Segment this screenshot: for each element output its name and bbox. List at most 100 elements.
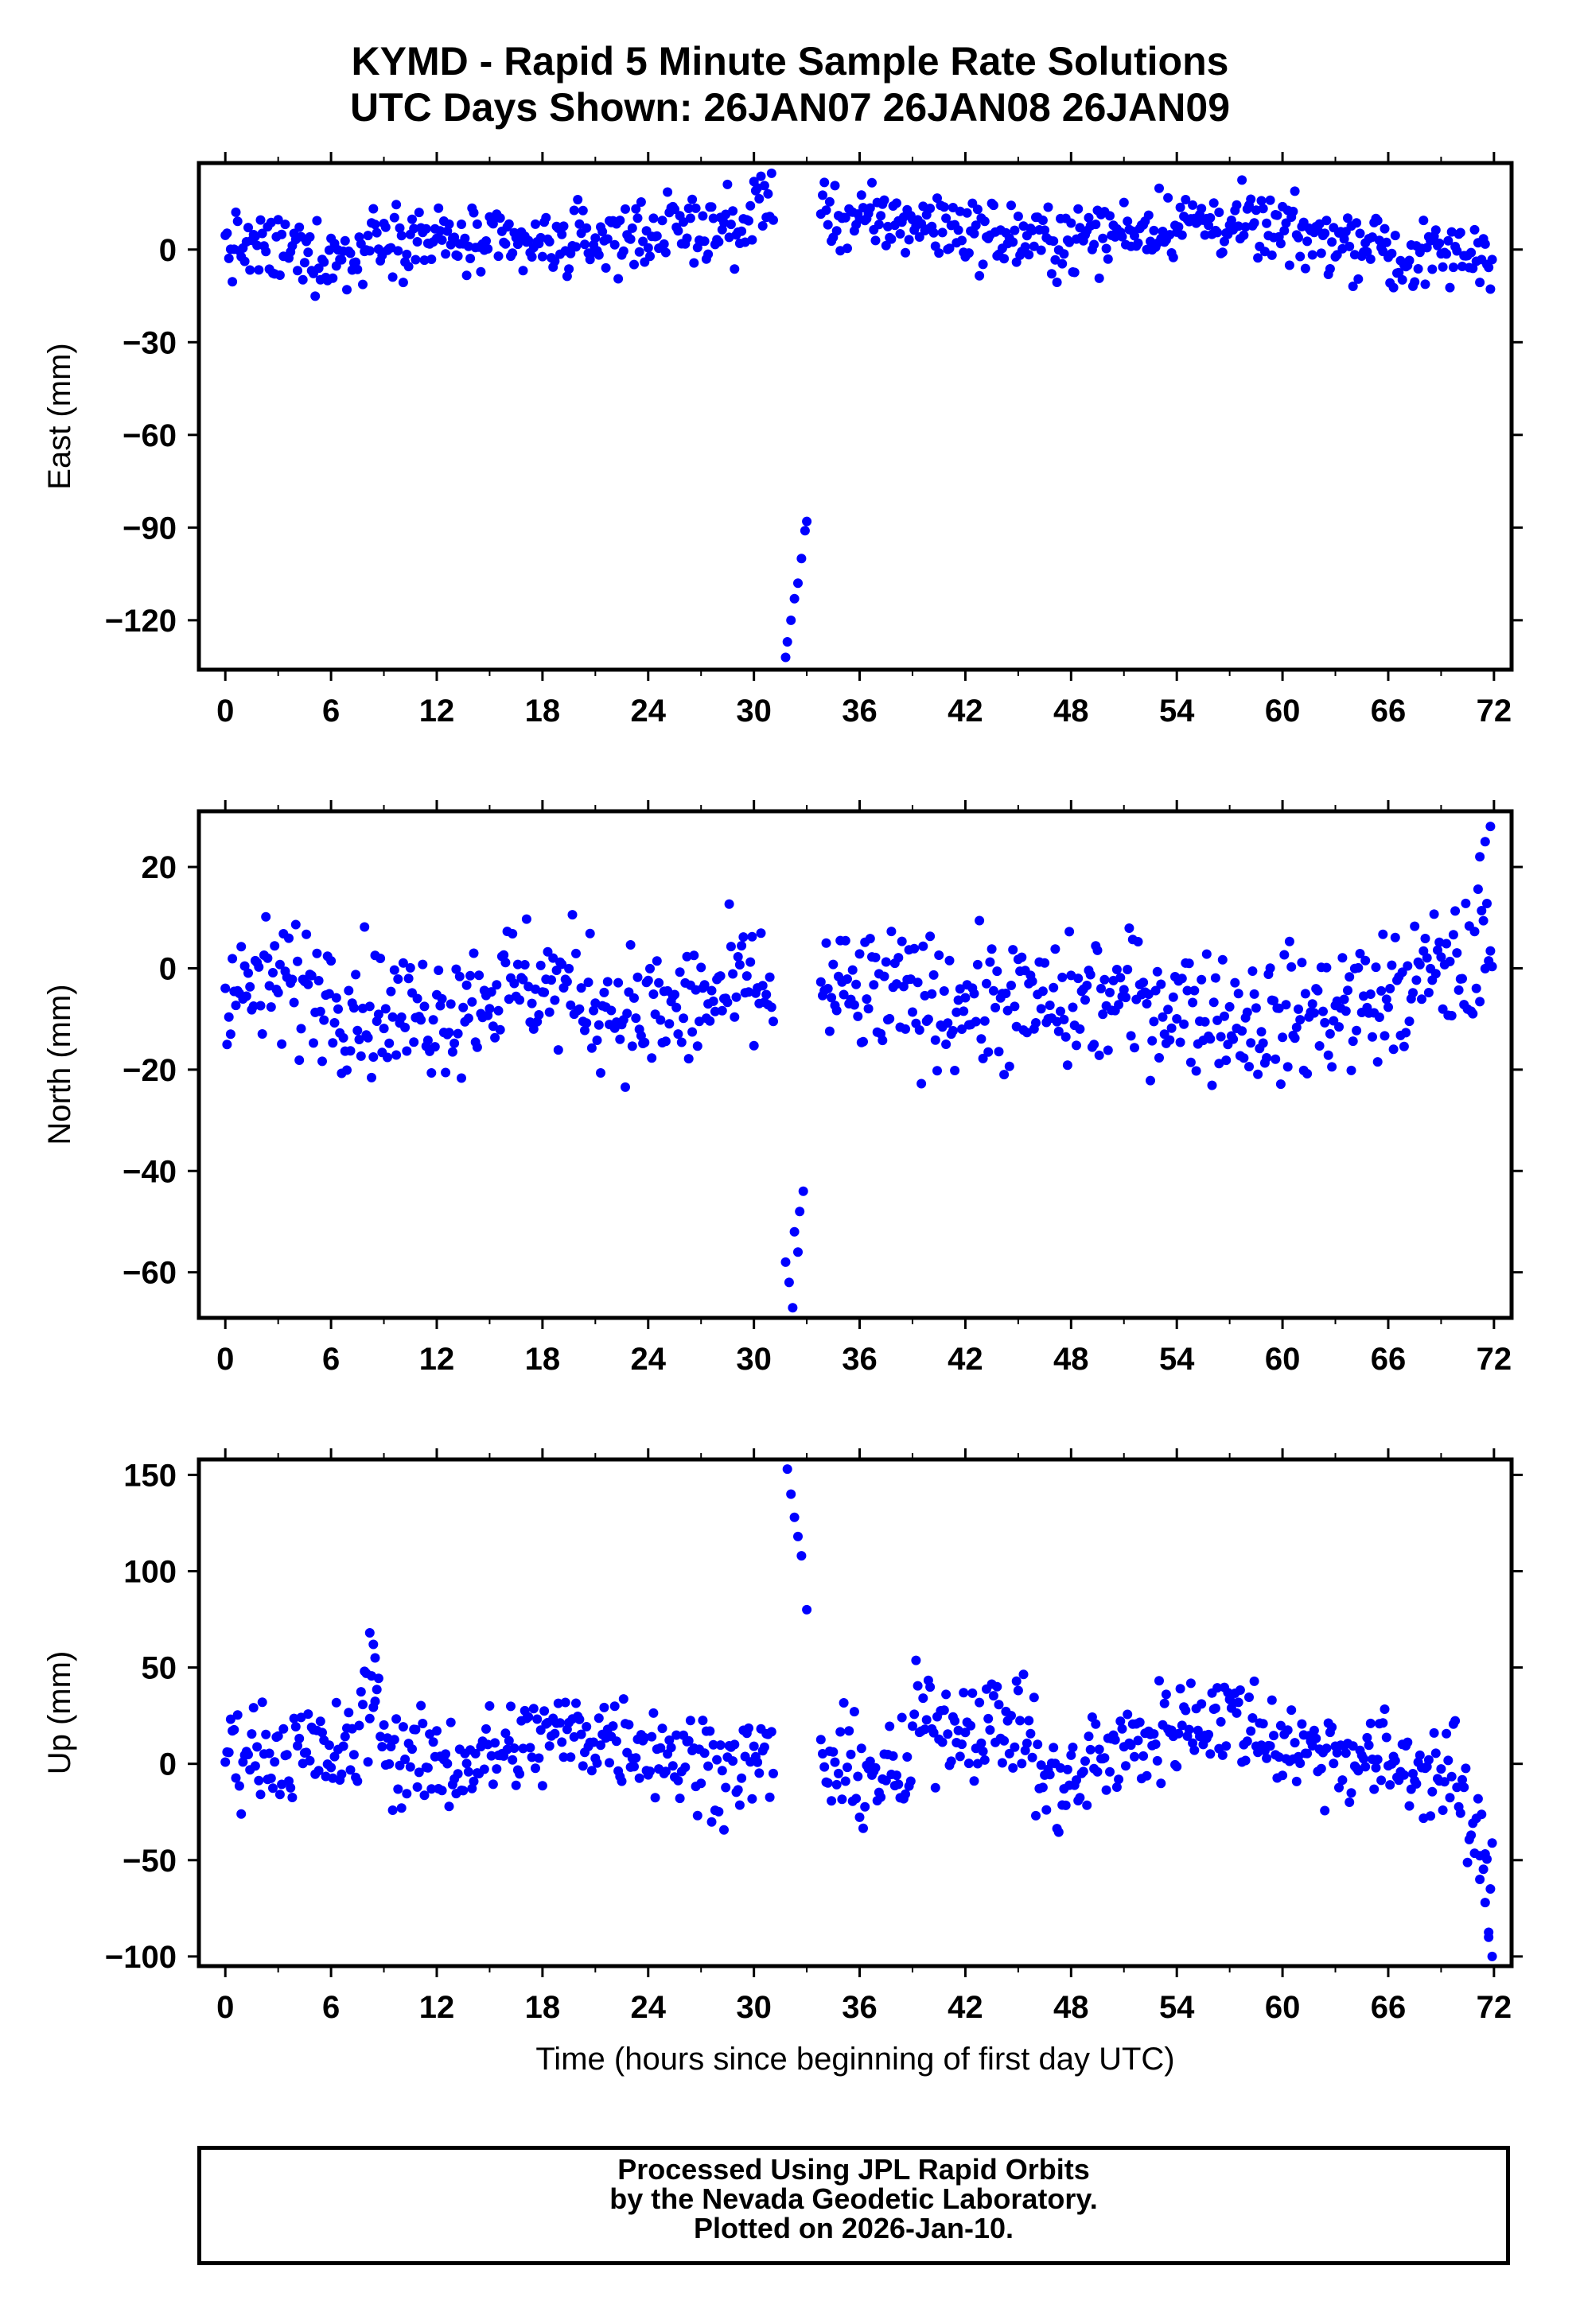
data-point (1239, 1053, 1249, 1063)
data-point (293, 266, 302, 276)
data-point (1217, 1750, 1228, 1760)
data-point (1262, 218, 1272, 228)
data-point (523, 1712, 534, 1722)
data-point (632, 213, 643, 223)
data-point (1205, 212, 1216, 223)
data-point (419, 1790, 430, 1801)
data-point (1271, 1054, 1281, 1064)
x-tick-label: 66 (1371, 694, 1407, 729)
data-point (865, 203, 875, 213)
data-point (1420, 279, 1430, 290)
outlier-point (802, 516, 812, 527)
data-point (963, 1759, 974, 1769)
data-point (955, 984, 965, 994)
data-point (312, 216, 322, 226)
data-point (428, 1015, 438, 1025)
data-point (252, 240, 263, 251)
data-point (1313, 985, 1323, 996)
data-point (979, 1016, 990, 1026)
data-point (261, 1729, 271, 1739)
data-point (1279, 226, 1290, 235)
x-tick-label: 42 (948, 1990, 983, 2025)
data-point (512, 959, 523, 970)
data-point (1321, 962, 1332, 973)
data-point (1057, 972, 1068, 982)
data-point (854, 1812, 865, 1822)
data-point (823, 984, 833, 993)
data-point (224, 1747, 234, 1758)
data-point (229, 1724, 239, 1735)
data-point (1348, 282, 1358, 291)
data-point (1368, 232, 1377, 243)
data-point (843, 243, 852, 254)
data-point (1027, 976, 1037, 986)
data-point (1368, 1032, 1377, 1042)
data-point (592, 1036, 602, 1045)
data-point (1064, 927, 1075, 937)
outlier-point (795, 1207, 805, 1217)
data-point (950, 1066, 960, 1075)
data-point (692, 1041, 702, 1051)
data-point (756, 171, 766, 181)
data-point (766, 1002, 776, 1012)
data-point (1381, 1732, 1391, 1743)
data-point (578, 1761, 588, 1771)
data-point (1362, 1732, 1372, 1743)
data-point (1204, 220, 1214, 231)
data-point (580, 1025, 590, 1036)
data-point (520, 960, 530, 970)
data-point (957, 1024, 967, 1034)
data-point (254, 265, 264, 275)
data-point (363, 1032, 373, 1043)
data-point (345, 1046, 356, 1056)
data-point (1089, 1040, 1099, 1050)
data-point (602, 234, 613, 244)
data-point (461, 1759, 472, 1769)
data-point (1473, 884, 1483, 894)
data-point (886, 234, 897, 244)
data-point (999, 254, 1010, 264)
data-point (299, 258, 309, 268)
data-point (1037, 216, 1048, 225)
data-point (765, 972, 775, 982)
data-point (1046, 269, 1057, 279)
outlier-point (786, 1489, 796, 1499)
data-point (571, 948, 581, 958)
data-point (523, 235, 534, 246)
data-point (634, 247, 644, 257)
data-point (1448, 930, 1458, 940)
data-point (930, 1035, 940, 1045)
data-point (1269, 1731, 1278, 1741)
data-point (1205, 1749, 1216, 1759)
data-point (1233, 989, 1243, 999)
data-point (1281, 1000, 1291, 1010)
data-point (893, 1779, 904, 1790)
data-point (566, 248, 576, 258)
data-point (994, 1047, 1004, 1057)
data-point (754, 193, 765, 204)
data-point (1214, 208, 1224, 217)
data-point (615, 1034, 625, 1044)
data-point (548, 953, 558, 963)
data-point (1364, 1740, 1374, 1751)
data-point (930, 1782, 940, 1793)
outlier-point (796, 1551, 807, 1561)
x-tick-label: 30 (736, 1990, 772, 2025)
data-point (395, 1760, 405, 1770)
data-point (422, 1036, 433, 1045)
data-point (393, 246, 403, 256)
x-tick-label: 54 (1159, 694, 1195, 729)
data-point (972, 959, 983, 970)
data-point (611, 1736, 621, 1747)
data-point (705, 1726, 715, 1736)
data-point (885, 1721, 895, 1731)
data-point (1485, 1884, 1496, 1894)
data-point (360, 922, 370, 932)
data-point (1175, 1684, 1185, 1694)
data-point (453, 1769, 463, 1779)
data-point (1080, 1756, 1090, 1766)
data-point (1188, 200, 1198, 210)
data-point (333, 1004, 343, 1014)
data-point (504, 219, 514, 229)
data-point (708, 996, 718, 1006)
